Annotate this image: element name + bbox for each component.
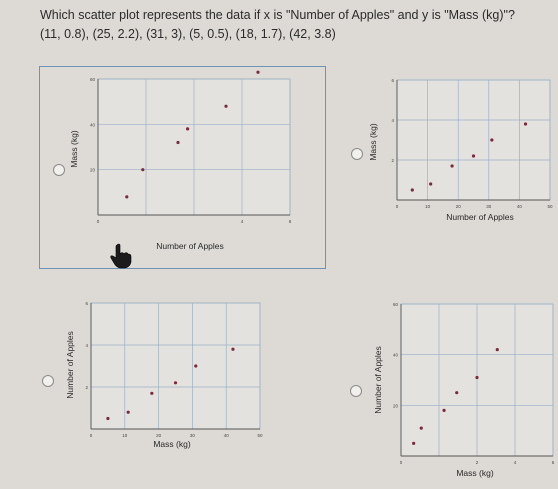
data-point (125, 195, 129, 199)
y-tick-label: 6 (391, 78, 394, 83)
radio-button-a[interactable] (53, 164, 65, 176)
data-point (106, 416, 110, 421)
data-point (429, 182, 433, 186)
x-tick-label: 20 (156, 433, 162, 438)
data-point (412, 441, 416, 445)
x-tick-label: 0 (97, 219, 100, 224)
answer-option-d[interactable]: 0 2 4 6 20 40 60 Mass (kg) Number of Apples (343, 290, 558, 489)
y-tick-label: 60 (90, 77, 96, 82)
data-point (176, 140, 180, 145)
plot-area (396, 79, 551, 201)
scatter-plot-c: 0 10 20 30 40 50 2 4 6 Mass (kg) Number of Apples (65, 301, 263, 449)
data-point (471, 154, 476, 158)
radio-button-c[interactable] (42, 375, 54, 387)
scatter-plot-d: 0 2 4 6 20 40 60 Mass (kg) Number of Apples (373, 302, 555, 478)
x-tick-label: 0 (400, 460, 403, 465)
x-tick-label: 2 (476, 460, 479, 465)
data-point (256, 70, 260, 74)
data-point (224, 104, 228, 108)
x-axis-label: Mass (kg) (153, 439, 190, 449)
y-tick-label: 40 (393, 353, 399, 358)
x-tick-label: 30 (190, 433, 196, 438)
data-point (419, 426, 423, 430)
x-tick-label: 50 (257, 433, 263, 438)
y-axis-label: Number of Apples (373, 346, 383, 414)
y-tick-label: 2 (85, 385, 88, 390)
radio-button-b[interactable] (351, 148, 363, 160)
data-point (523, 122, 528, 126)
y-tick-label: 20 (393, 403, 399, 408)
x-axis-label: Number of Apples (446, 212, 514, 222)
x-tick-label: 10 (425, 204, 431, 209)
question-text: Which scatter plot represents the data i… (40, 8, 515, 22)
answer-option-a[interactable]: 0 4 6 20 40 60 Number of Apples Mass (kg) (39, 66, 326, 269)
scatter-plot-b: 0 10 20 30 40 50 2 4 6 Number of Apples Mass (kg) (368, 78, 553, 222)
x-tick-label: 4 (241, 219, 244, 224)
x-tick-label: 4 (514, 460, 517, 465)
data-point (495, 348, 499, 352)
x-tick-label: 0 (90, 433, 93, 438)
data-point (173, 381, 178, 385)
y-tick-label: 4 (391, 118, 394, 123)
data-point (186, 127, 190, 131)
data-point (410, 188, 414, 192)
answer-option-b[interactable]: 0 10 20 30 40 50 2 4 6 Number of Apples Mass (kg) (345, 72, 558, 232)
x-axis-label: Mass (kg) (456, 468, 493, 478)
question-data-points: (11, 0.8), (25, 2.2), (31, 3), (5, 0.5),… (40, 27, 336, 41)
data-point (442, 408, 446, 412)
x-tick-label: 6 (552, 460, 555, 465)
scatter-plot-a: 0 4 6 20 40 60 Number of Apples Mass (kg) (69, 70, 292, 251)
y-tick-label: 40 (90, 122, 96, 127)
y-tick-label: 6 (85, 301, 88, 306)
y-axis-label: Mass (kg) (368, 123, 378, 160)
radio-button-d[interactable] (350, 385, 362, 397)
y-tick-label: 60 (393, 302, 399, 307)
data-point (450, 164, 454, 168)
y-axis-label: Mass (kg) (69, 130, 79, 167)
y-tick-label: 4 (85, 343, 88, 348)
data-point (141, 168, 145, 172)
data-point (194, 364, 198, 368)
plot-area (90, 302, 261, 430)
y-tick-label: 2 (391, 158, 394, 163)
question-prompt: Which scatter plot represents the data i… (40, 6, 550, 44)
data-point (455, 391, 459, 395)
x-tick-label: 10 (122, 433, 128, 438)
x-axis-label: Number of Apples (156, 241, 224, 251)
x-tick-label: 6 (289, 219, 292, 224)
x-tick-label: 40 (517, 204, 523, 209)
hand-cursor-icon (110, 243, 132, 269)
data-point (475, 375, 479, 380)
data-point (126, 410, 130, 414)
data-point (231, 347, 235, 351)
y-tick-label: 20 (90, 168, 96, 173)
x-tick-label: 30 (486, 204, 492, 209)
x-tick-label: 50 (547, 204, 553, 209)
answer-option-c[interactable]: 0 10 20 30 40 50 2 4 6 Mass (kg) Number of Apples (39, 293, 279, 489)
y-axis-label: Number of Apples (65, 331, 75, 399)
x-tick-label: 40 (224, 433, 230, 438)
data-point (490, 138, 494, 142)
data-point (150, 391, 154, 395)
x-tick-label: 0 (396, 204, 399, 209)
x-tick-label: 20 (456, 204, 462, 209)
